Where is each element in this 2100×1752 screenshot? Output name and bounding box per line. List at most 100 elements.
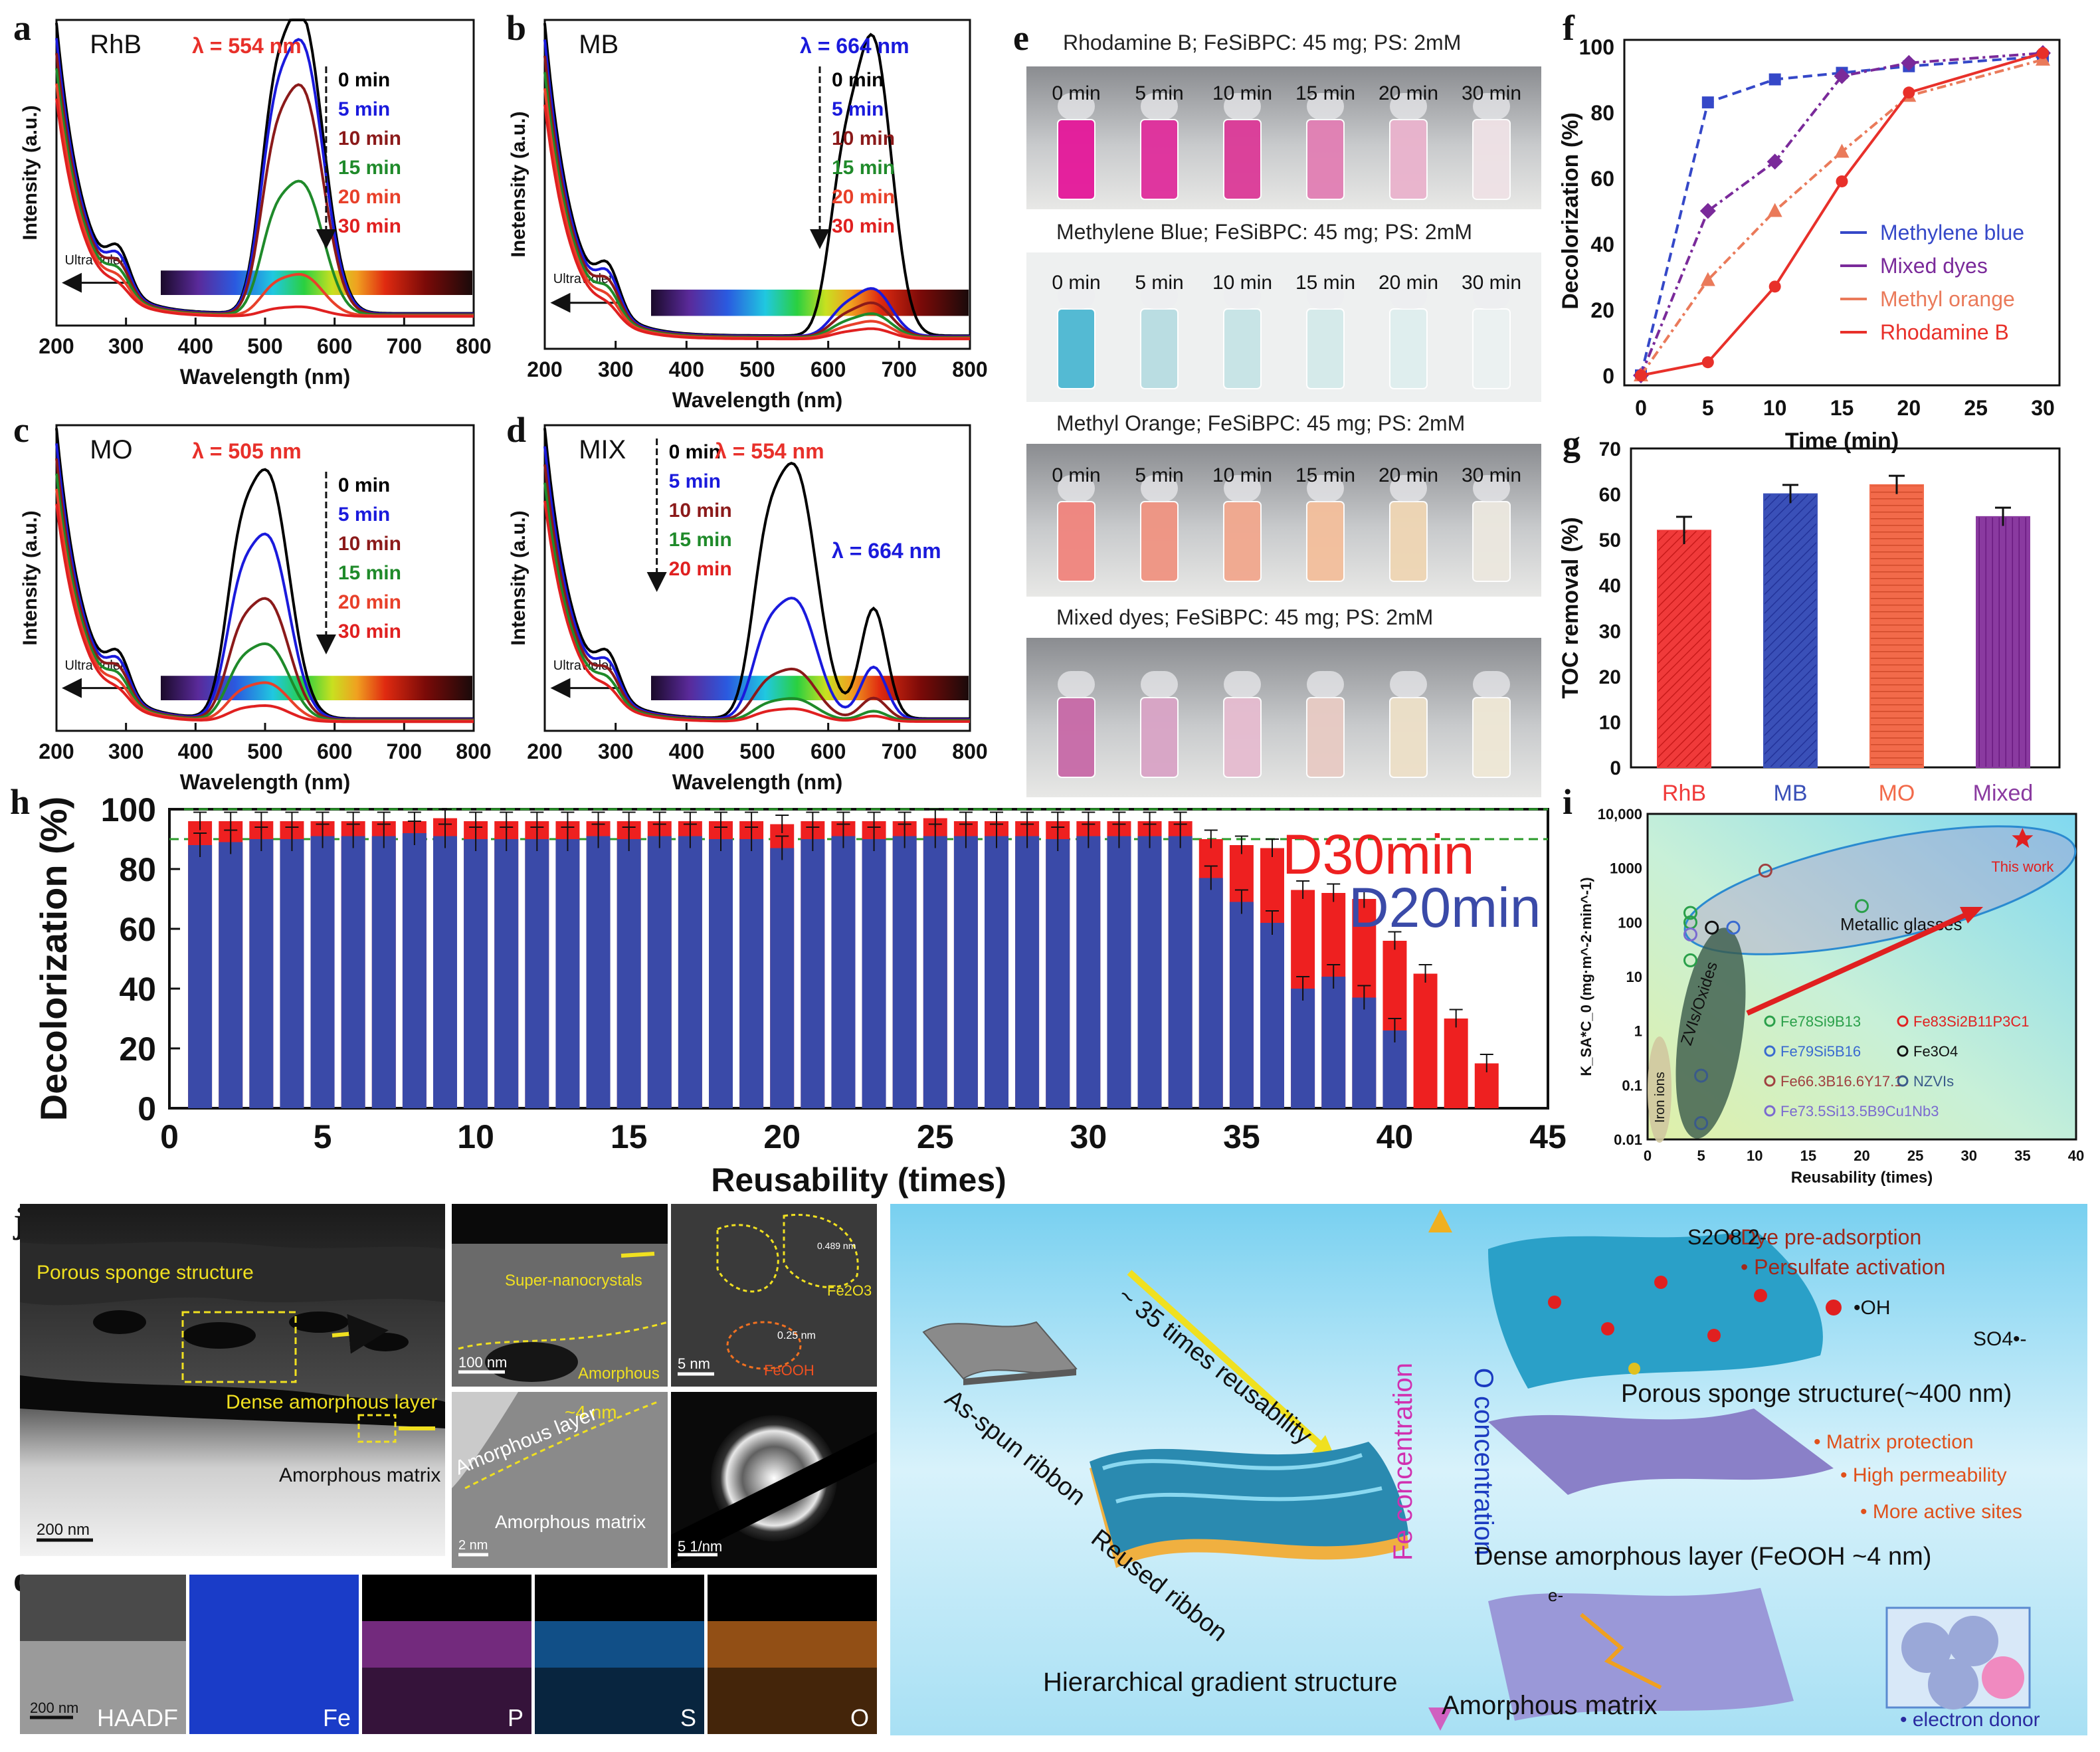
eds-haadf-upper (20, 1575, 186, 1641)
legend-entry: Methyl orange (1880, 287, 2015, 311)
y-tick-label: 30 (1599, 621, 1621, 642)
panel-j-tem: Porous sponge structure Dense amorphous … (20, 1204, 445, 1556)
spectrum-line (543, 104, 970, 341)
label-matrix: Amorphous matrix (1442, 1691, 1658, 1720)
vial-time-label: 15 min (1295, 82, 1355, 104)
legend-entry: 15 min (338, 562, 401, 584)
legend-entry: 15 min (832, 157, 895, 179)
vial-cap (1390, 93, 1427, 120)
x-tick-label: 20 (1897, 396, 1921, 420)
tem-roi-box (181, 1311, 297, 1383)
label-fe-concentration: Fe concentration (1388, 1363, 1418, 1561)
data-point (1699, 203, 1716, 219)
eds-element-lower (362, 1668, 531, 1734)
vial-time-label: 5 min (1135, 82, 1183, 104)
vial-time-label: 5 min (1135, 464, 1183, 486)
vial-cap (1473, 475, 1510, 502)
x-tick-label: 35 (1223, 1118, 1260, 1155)
tem-m-label-thickness: ~4 nm (565, 1402, 617, 1422)
tem-label-dense: Dense amorphous layer (226, 1391, 438, 1413)
peak-label-2: λ = 664 nm (832, 539, 941, 563)
tem-scale-k: 100 nm (458, 1354, 507, 1371)
y-tick-label: 0 (138, 1090, 156, 1127)
bar-d20 (586, 836, 611, 1108)
data-point (1705, 920, 1719, 935)
series-line (1640, 51, 2044, 376)
category-label: MO (1879, 781, 1915, 806)
vial-cap (1390, 475, 1427, 502)
x-tick-label: 200 (527, 739, 562, 763)
vial-photo-mixed (1026, 638, 1541, 797)
vial-cap (1058, 282, 1095, 309)
legend-marker (1764, 1075, 1776, 1087)
panel-title: MB (579, 30, 619, 59)
legend-entry: 15 min (669, 529, 732, 551)
legend-entry: 5 min (338, 504, 390, 526)
vial-time-label: 10 min (1212, 464, 1272, 486)
legend-d20: D20min (1349, 876, 1541, 939)
vial-cap (1224, 93, 1261, 120)
bar-d20 (1046, 839, 1070, 1108)
vial-time-label: 20 min (1379, 464, 1438, 486)
bar-d20 (249, 839, 274, 1108)
species-s2o8: S2O8 2- (1687, 1225, 1766, 1249)
dense-layer-illustration (1488, 1409, 1834, 1495)
vial (1223, 119, 1262, 200)
x-tick-label: 400 (669, 739, 704, 763)
x-tick-label: 500 (739, 739, 775, 763)
bar-d20 (892, 836, 917, 1108)
vial-cap (1141, 671, 1178, 698)
eds-map-label: HAADF (97, 1704, 178, 1731)
data-point (2037, 47, 2049, 59)
panel-h-reusability: 0 20 40 60 80 100 0 5 10 15 20 25 30 35 40 45 Reusabilit… (33, 791, 1567, 1199)
x-tick-label: 25 (1907, 1147, 1923, 1164)
y-tick-label: 50 (1599, 530, 1621, 551)
x-tick-label: 200 (39, 739, 74, 763)
vial-group: 0 min 5 min 10 min 15 min 20 min 30 min 0 min 5… (1052, 82, 1521, 778)
axes-frame (1623, 39, 2061, 387)
x-tick-label: 40 (1377, 1118, 1414, 1155)
bar-d20 (188, 845, 213, 1108)
eds-element-band (535, 1621, 704, 1668)
x-tick-label: 600 (317, 334, 352, 358)
x-tick-label: 0 (160, 1118, 179, 1155)
vial (1306, 697, 1345, 778)
x-tick-label: 15 (1830, 396, 1854, 420)
panel-label-a: a (13, 8, 31, 48)
x-tick-label: 25 (917, 1118, 954, 1155)
legend-entry: 5 min (669, 470, 721, 492)
bar-d20 (1198, 878, 1223, 1108)
data-point (1700, 272, 1715, 286)
y-tick-label: 40 (119, 971, 156, 1008)
tem-m-label-matrix: Amorphous matrix (495, 1511, 646, 1532)
y-tick-label: 20 (1599, 666, 1621, 688)
bar-d20 (219, 842, 243, 1108)
panel-label-e: e (1013, 18, 1029, 58)
panel-f-decolorization-kinetics: 0 20 40 60 80 100 0 5 10 15 20 25 30 Time (min) Decolo… (1558, 35, 2061, 454)
vial (1223, 697, 1262, 778)
x-tick-label: 700 (882, 739, 917, 763)
x-tick-label: 700 (387, 739, 422, 763)
eds-element-band (362, 1621, 531, 1668)
x-tick-label: 500 (739, 357, 775, 381)
vial (1389, 501, 1428, 582)
trend-arrowhead (1960, 907, 1983, 924)
legend-entry: 0 min (338, 474, 390, 496)
panel-o-eds-maps: HAADF Fe P S O 200 nm (20, 1575, 877, 1734)
y-axis-label: Intensity (a.u.) (19, 105, 41, 240)
panel-label-i: i (1563, 782, 1573, 822)
vial-time-label: 10 min (1212, 272, 1272, 294)
bar-d20 (494, 839, 519, 1108)
eds-map-label: O (850, 1704, 869, 1731)
data-point (1903, 86, 1915, 99)
x-tick-label: 10 (1747, 1147, 1763, 1164)
x-tick-label: 300 (598, 357, 633, 381)
vial (1472, 308, 1511, 389)
x-tick-label: 35 (2014, 1147, 2030, 1164)
vial (1057, 119, 1096, 200)
vial-cap (1473, 671, 1510, 698)
legend-entry: Fe83Si2B11P3C1 (1913, 1013, 2030, 1030)
x-tick-label: 200 (527, 357, 562, 381)
